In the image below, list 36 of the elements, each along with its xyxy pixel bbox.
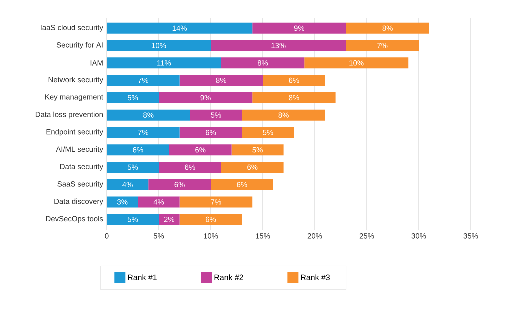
bar [169,144,232,156]
bar [107,110,190,121]
bar [190,110,242,121]
bar [242,127,294,138]
bar [346,22,430,34]
bar [107,40,212,52]
bar [180,75,264,86]
bar [252,92,336,104]
bar [159,214,180,226]
bar [346,40,420,52]
bar [211,179,274,190]
bar [232,144,284,156]
bar [107,22,253,34]
bar [107,92,160,104]
bar [107,162,160,173]
bar [107,214,160,226]
bar [180,196,253,208]
bar [107,144,170,156]
bar [107,127,180,138]
bar [107,58,222,69]
bar [107,75,180,86]
bar [211,40,346,52]
bar [148,179,212,190]
bar [107,179,149,190]
bar [180,214,242,226]
bar [180,127,242,138]
bar [221,58,305,69]
bar [242,110,326,121]
bar [159,162,222,173]
bar [304,58,409,69]
bar [159,92,253,104]
bar [221,162,284,173]
bar [252,22,346,34]
bar [138,196,180,208]
bar [107,196,138,208]
bar [263,75,326,86]
